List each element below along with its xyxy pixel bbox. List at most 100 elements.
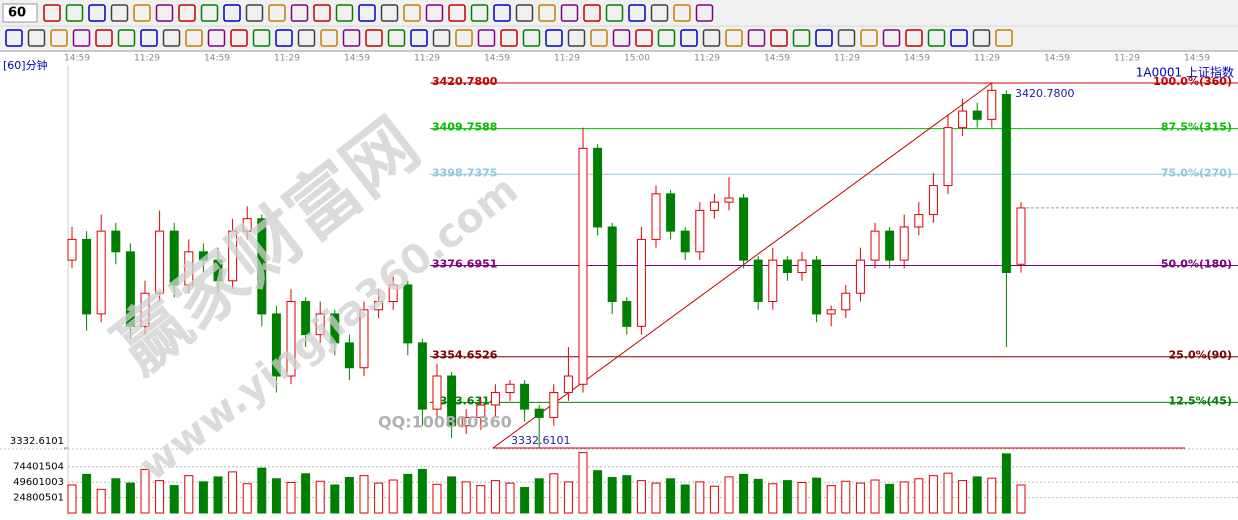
candle-body [257,218,267,315]
toolbar-button[interactable] [650,4,669,22]
volume-bar [330,484,340,514]
toolbar-button[interactable] [403,4,421,22]
time-label: 11:29 [274,54,300,64]
toolbar-button[interactable] [657,29,676,47]
toolbar-button[interactable] [27,29,46,47]
toolbar-button[interactable] [313,4,331,22]
toolbar-button[interactable] [252,29,271,47]
volume-bar [505,482,515,514]
toolbar-button[interactable] [297,29,316,47]
time-label: 11:29 [554,54,580,64]
toolbar-button[interactable] [223,4,241,22]
toolbar-button[interactable] [320,29,338,47]
toolbar-button[interactable] [425,4,444,22]
toolbar-button[interactable] [477,29,496,47]
toolbar-button[interactable] [538,4,556,22]
fib-price-label: 3420.7800 [432,75,498,88]
toolbar-button[interactable] [133,4,151,22]
toolbar-button[interactable] [335,4,354,22]
toolbar-button[interactable] [583,4,601,22]
toolbar-button[interactable] [792,29,811,47]
toolbar-button[interactable] [770,29,788,47]
toolbar-button[interactable] [410,29,428,47]
toolbar-button[interactable] [567,29,586,47]
toolbar-button[interactable] [837,29,856,47]
toolbar-button[interactable] [673,4,691,22]
volume-bar [271,478,281,514]
volume-bar [388,479,398,514]
period-label: [60]分钟 [3,58,48,72]
toolbar-button[interactable] [432,29,451,47]
toolbar-button[interactable] [860,29,878,47]
toolbar-button[interactable] [560,4,579,22]
toolbar-button[interactable] [275,29,293,47]
toolbar-button[interactable] [455,29,473,47]
candle-body [301,300,311,336]
candle-body [534,408,544,418]
toolbar-button[interactable] [342,29,361,47]
toolbar-button[interactable] [522,29,541,47]
candle-body [96,230,106,315]
volume-bar [476,485,486,514]
toolbar-button[interactable] [747,29,766,47]
toolbar-button[interactable] [972,29,991,47]
candle-body [67,238,77,261]
toolbar-button[interactable] [365,29,383,47]
toolbar-button[interactable] [470,4,489,22]
toolbar-button[interactable] [628,4,646,22]
period-select[interactable] [2,3,38,23]
toolbar-button[interactable] [695,4,714,22]
toolbar-button[interactable] [612,29,631,47]
toolbar-button[interactable] [380,4,399,22]
toolbar-button[interactable] [268,4,286,22]
candle-body [593,147,603,228]
toolbar-button[interactable] [43,4,61,22]
toolbar-button[interactable] [290,4,309,22]
toolbar-button[interactable] [178,4,196,22]
toolbar-button[interactable] [200,4,219,22]
toolbar-button[interactable] [72,29,91,47]
toolbar-button[interactable] [245,4,264,22]
toolbar-button[interactable] [590,29,608,47]
toolbar-button[interactable] [95,29,113,47]
toolbar-button[interactable] [140,29,158,47]
toolbar-button[interactable] [725,29,743,47]
toolbar-button[interactable] [448,4,466,22]
toolbar-button[interactable] [927,29,946,47]
volume-bar [709,485,719,514]
toolbar-button[interactable] [500,29,518,47]
candle-body [271,313,281,377]
toolbar-button[interactable] [950,29,968,47]
toolbar-button[interactable] [387,29,406,47]
toolbar-button[interactable] [545,29,563,47]
toolbar-button[interactable] [905,29,923,47]
fib-ratio-label: 12.5%(45) [1168,394,1232,407]
toolbar-button[interactable] [88,4,106,22]
toolbar-button[interactable] [207,29,226,47]
toolbar-button[interactable] [155,4,174,22]
toolbar-button[interactable] [515,4,534,22]
volume-bar [739,473,749,514]
toolbar-button[interactable] [117,29,136,47]
toolbar-button[interactable] [493,4,511,22]
candle-body [622,300,632,327]
time-label: 11:29 [974,54,1000,64]
toolbar-button[interactable] [65,4,84,22]
volume-bar [432,483,442,514]
toolbar-button[interactable] [680,29,698,47]
toolbar-button[interactable] [50,29,68,47]
toolbar-button[interactable] [882,29,901,47]
toolbar-button[interactable] [702,29,721,47]
toolbar-button[interactable] [605,4,624,22]
candle-body [125,251,135,327]
volume-bar [987,477,997,514]
toolbar-button[interactable] [815,29,833,47]
toolbar-button[interactable] [230,29,248,47]
toolbar-button[interactable] [162,29,181,47]
toolbar-button[interactable] [110,4,129,22]
toolbar-button[interactable] [185,29,203,47]
toolbar-button[interactable] [635,29,653,47]
toolbar-button[interactable] [358,4,376,22]
toolbar-button[interactable] [5,29,23,47]
toolbar-button[interactable] [995,29,1013,47]
